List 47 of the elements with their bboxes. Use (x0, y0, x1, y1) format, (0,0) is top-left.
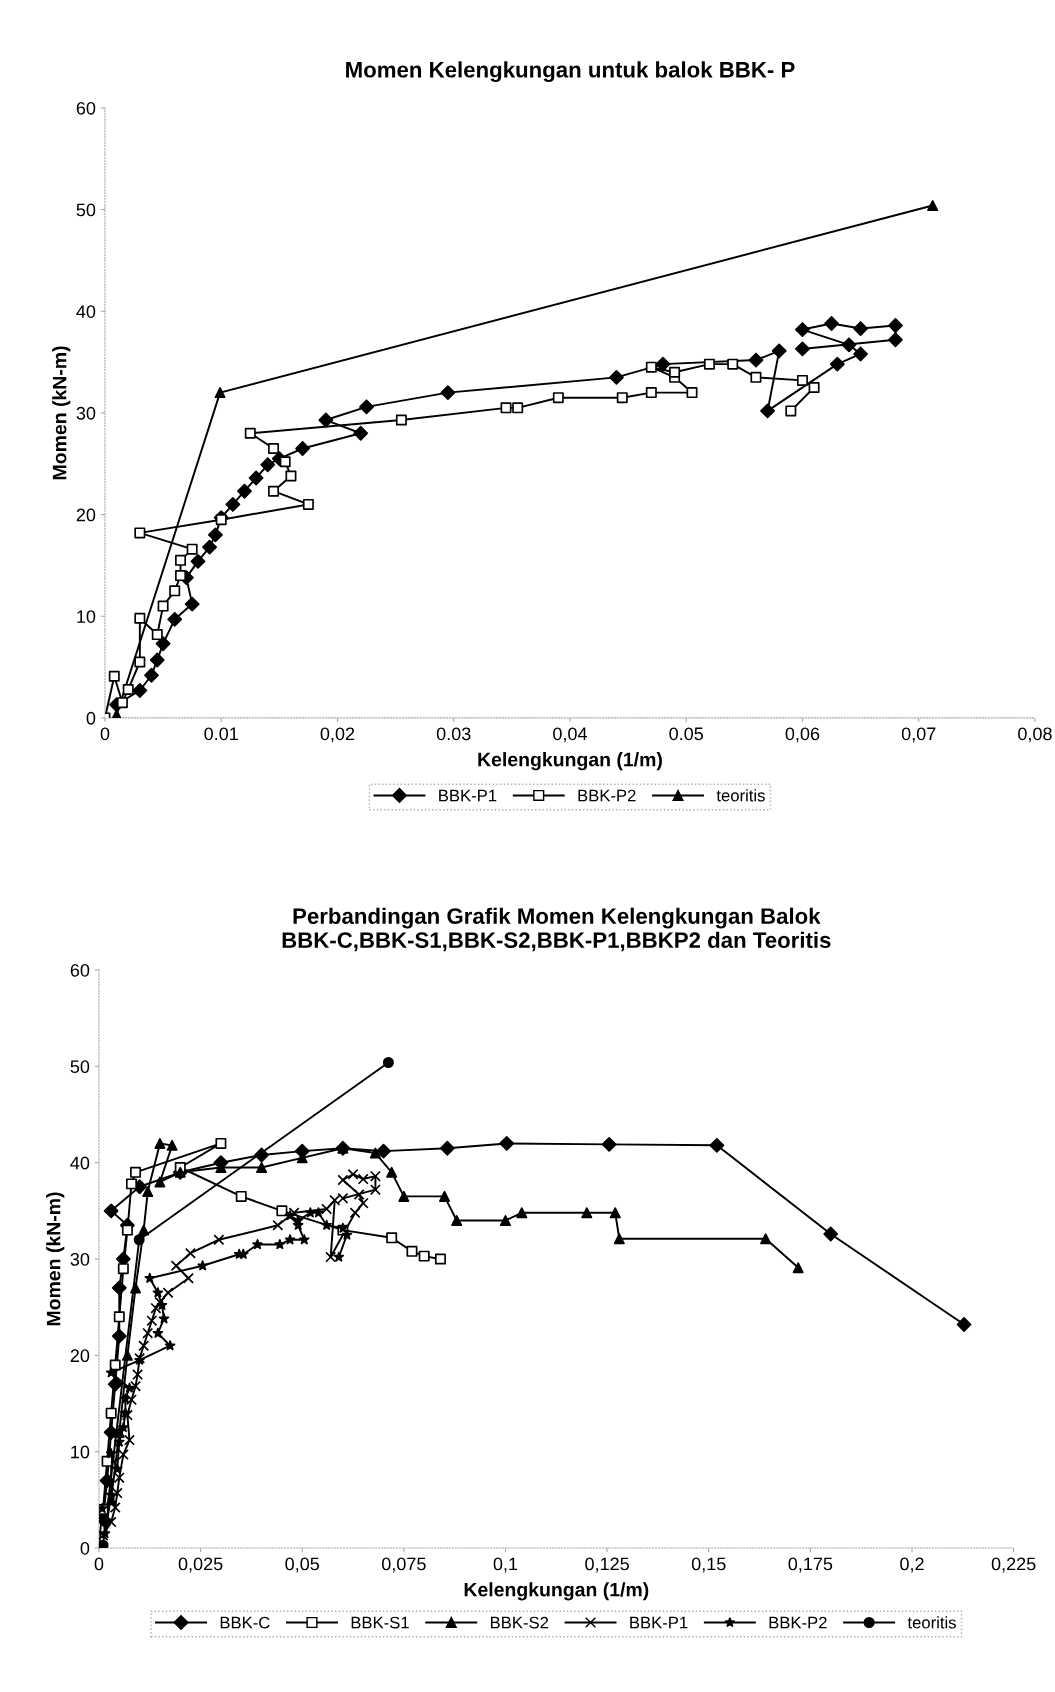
legend-label: BBK-P1 (439, 789, 497, 802)
y-tick-label: 40 (76, 305, 96, 318)
x-tick-label: 0.05 (669, 727, 704, 741)
x-axis-title: Kelengkungan (1/m) (464, 1582, 649, 1601)
legend-label: BBK-S2 (490, 1616, 549, 1629)
y-tick-label: 40 (70, 1156, 90, 1170)
x-tick-label: 0,175 (788, 1557, 833, 1573)
y-tick-label: 20 (70, 1349, 90, 1363)
chart-title: Perbandingan Grafik Momen Kelengkungan Balok BBK-C,BBK-S1,BBK-S2,BBK-P1,BBKP2 dan Teoritis (282, 907, 831, 952)
legend-label: BBK-P2 (578, 789, 636, 802)
legend-label: BBK-S1 (351, 1616, 409, 1629)
x-tick-label: 0 (100, 727, 110, 741)
x-tick-label: 0,02 (320, 727, 355, 743)
y-tick-label: 20 (76, 508, 96, 522)
x-tick-label: 0,08 (1018, 727, 1052, 743)
x-tick-label: 0,1 (493, 1557, 518, 1573)
y-tick-label: 30 (70, 1252, 90, 1266)
y-tick-label: 10 (77, 610, 96, 623)
y-axis-title: Momen (kN-m) (52, 346, 71, 480)
x-tick-label: 0,2 (900, 1557, 924, 1573)
legend-label: teoritis (716, 789, 765, 802)
legend-label: teoritis (907, 1616, 956, 1629)
x-tick-label: 0,125 (585, 1557, 629, 1573)
y-tick-label: 60 (76, 101, 96, 115)
y-tick-label: 50 (70, 1060, 90, 1074)
x-tick-label: 0,06 (785, 727, 820, 743)
x-tick-label: 0,05 (285, 1557, 320, 1573)
y-tick-label: 50 (76, 203, 96, 217)
legend-label: BBK-P2 (769, 1616, 827, 1629)
y-tick-label: 0 (80, 1541, 90, 1555)
x-tick-label: 0.01 (204, 727, 238, 741)
legend-label: BBK-P1 (630, 1616, 688, 1629)
x-tick-label: 0,07 (901, 727, 936, 743)
x-tick-label: 0,075 (381, 1557, 426, 1573)
x-axis-title: Kelengkungan (1/m) (478, 752, 662, 771)
legend-label: BBK-C (220, 1616, 270, 1629)
y-tick-label: 30 (76, 406, 96, 420)
y-tick-label: 10 (71, 1445, 90, 1459)
chart-title: Momen Kelengkungan untuk balok BBK- P (346, 61, 795, 83)
x-tick-label: 0,225 (991, 1557, 1036, 1573)
y-axis-title: Momen (kN-m) (46, 1192, 65, 1326)
x-tick-label: 0,04 (553, 727, 588, 743)
x-tick-label: 0,025 (178, 1557, 223, 1573)
y-tick-label: 0 (86, 711, 96, 725)
x-tick-label: 0,15 (691, 1557, 726, 1573)
y-tick-label: 60 (70, 963, 90, 977)
x-tick-label: 0.03 (436, 727, 471, 741)
